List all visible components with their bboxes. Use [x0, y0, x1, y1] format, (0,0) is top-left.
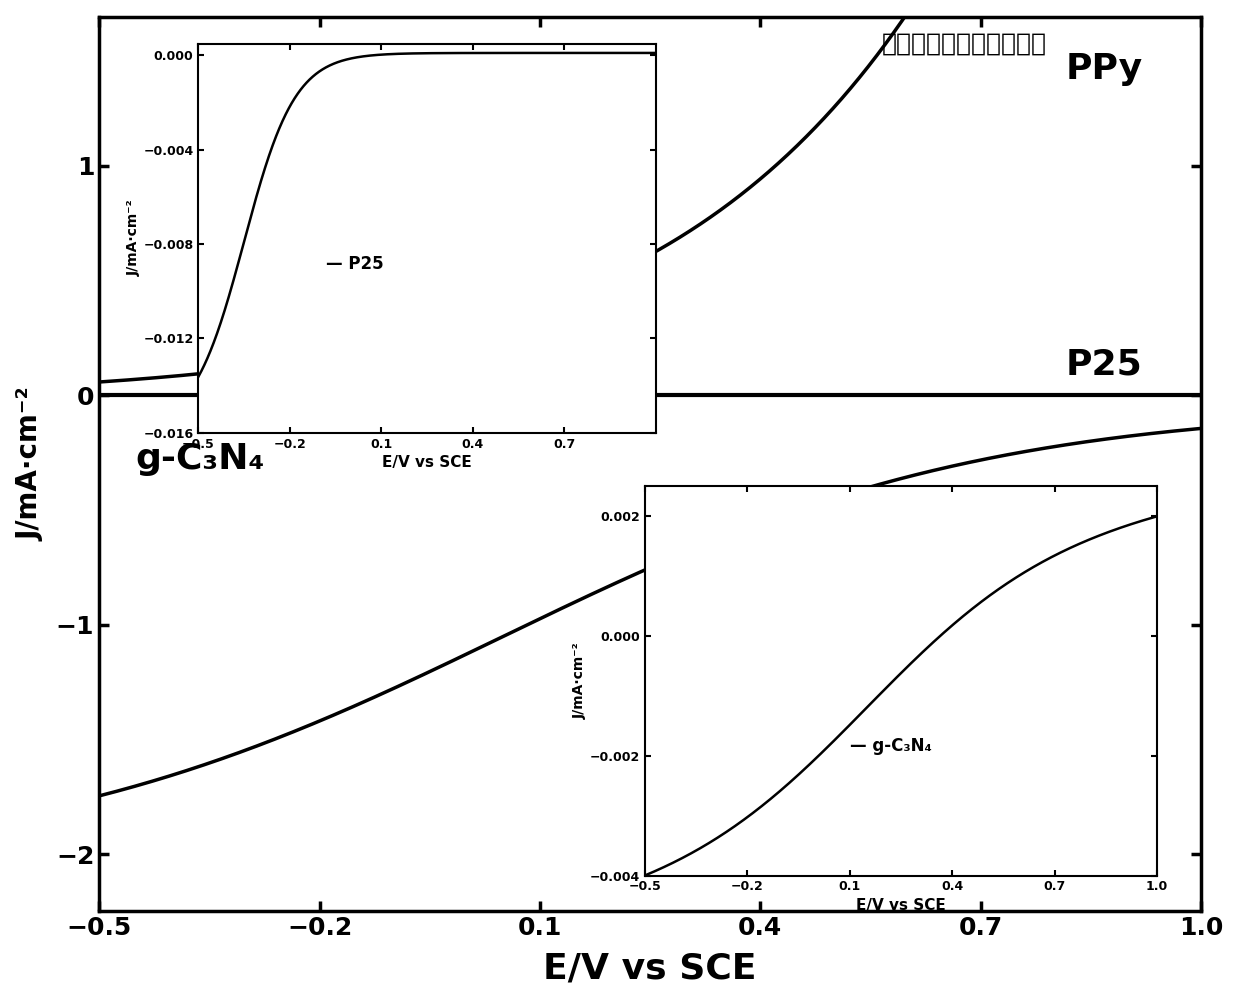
- Y-axis label: J/mA·cm⁻²: J/mA·cm⁻²: [16, 387, 45, 541]
- X-axis label: E/V vs SCE: E/V vs SCE: [543, 951, 756, 985]
- Text: PPy: PPy: [1065, 52, 1142, 85]
- Text: 在可见光激发下的光电流: 在可见光激发下的光电流: [882, 32, 1047, 56]
- Text: g-C₃N₄: g-C₃N₄: [136, 442, 265, 476]
- Text: P25: P25: [1065, 348, 1142, 382]
